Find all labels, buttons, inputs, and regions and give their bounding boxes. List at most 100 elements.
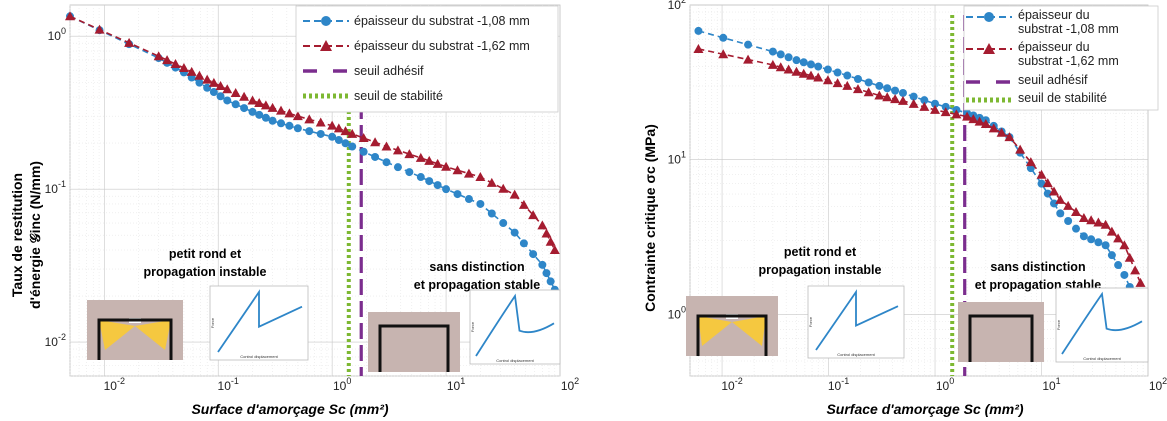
specimen-outline bbox=[696, 314, 768, 356]
data-point bbox=[920, 96, 929, 105]
data-point bbox=[968, 114, 979, 124]
data-point bbox=[718, 49, 729, 59]
data-point bbox=[216, 92, 225, 101]
legend-label: seuil de stabilité bbox=[354, 89, 443, 103]
specimen-thumbnail bbox=[368, 312, 460, 372]
data-point bbox=[930, 104, 941, 114]
data-point bbox=[528, 210, 539, 220]
data-point bbox=[546, 277, 555, 286]
data-point bbox=[743, 54, 754, 64]
data-point bbox=[1050, 199, 1059, 208]
annotation-text: propagation instable bbox=[759, 263, 882, 277]
data-point bbox=[1071, 206, 1082, 216]
data-point bbox=[153, 51, 164, 61]
y-tick-label: 100 bbox=[48, 26, 66, 43]
data-point bbox=[1078, 213, 1089, 223]
x-tick-label: 101 bbox=[447, 376, 465, 393]
data-point bbox=[195, 78, 204, 87]
data-point bbox=[874, 90, 885, 100]
disp-label: Control displacement bbox=[1083, 356, 1121, 361]
data-point bbox=[202, 74, 213, 84]
disp-label: Control displacement bbox=[837, 352, 875, 357]
crack-zone-left bbox=[99, 320, 135, 350]
data-point bbox=[268, 116, 277, 125]
data-point bbox=[405, 168, 414, 177]
y-tick-label: 100 bbox=[668, 304, 686, 321]
data-point bbox=[974, 116, 985, 126]
annotation-text: et propagation stable bbox=[414, 278, 540, 292]
data-point bbox=[694, 26, 703, 35]
data-point bbox=[798, 68, 809, 78]
specimen-outline bbox=[378, 324, 450, 372]
specimen-thumbnail bbox=[958, 302, 1044, 362]
data-point bbox=[1124, 252, 1135, 262]
data-point bbox=[178, 62, 189, 72]
data-point bbox=[814, 62, 823, 71]
legend-marker bbox=[984, 12, 994, 22]
x-tick-label: 10-1 bbox=[828, 376, 849, 393]
legend-label: épaisseur du substrat -1,62 mm bbox=[354, 39, 530, 53]
data-point bbox=[1107, 251, 1116, 260]
data-point bbox=[247, 95, 258, 105]
data-point bbox=[486, 177, 497, 187]
data-point bbox=[416, 173, 425, 182]
data-point bbox=[441, 161, 452, 171]
data-point bbox=[452, 165, 463, 175]
data-point bbox=[382, 158, 391, 167]
data-point bbox=[381, 141, 392, 151]
legend-marker bbox=[321, 16, 331, 26]
legend-label: épaisseur du substrat -1,08 mm bbox=[354, 14, 530, 28]
data-point bbox=[328, 132, 337, 141]
annotation-text: petit rond et bbox=[784, 245, 857, 259]
force-curve bbox=[1061, 291, 1143, 355]
data-point bbox=[65, 11, 75, 21]
data-point bbox=[393, 163, 402, 172]
data-point bbox=[509, 189, 520, 199]
data-point bbox=[775, 62, 786, 72]
data-point bbox=[315, 117, 326, 127]
chart1-xlabel: Surface d'amorçage Sc (mm²) bbox=[191, 401, 388, 417]
data-point bbox=[549, 245, 560, 255]
data-point bbox=[813, 72, 824, 82]
data-point bbox=[1015, 144, 1026, 154]
force-curve bbox=[815, 289, 899, 351]
data-point bbox=[962, 111, 973, 121]
data-point bbox=[425, 177, 434, 186]
data-point bbox=[223, 96, 232, 105]
legend-label: seuil adhésif bbox=[1018, 73, 1088, 87]
data-point bbox=[487, 209, 496, 218]
x-tick-label: 100 bbox=[333, 376, 351, 393]
data-point bbox=[203, 83, 212, 92]
data-point bbox=[908, 98, 919, 108]
legend-chart1: épaisseur du substrat -1,08 mm épaisseur … bbox=[295, 5, 559, 113]
legend-label: substrat -1,08 mm bbox=[1018, 22, 1119, 36]
x-tick-label: 102 bbox=[561, 376, 579, 393]
crack-zone-right bbox=[135, 320, 171, 350]
data-point bbox=[1063, 200, 1074, 210]
data-point bbox=[1114, 261, 1123, 270]
data-point bbox=[208, 77, 219, 87]
data-point bbox=[768, 47, 777, 56]
legend-label: substrat -1,62 mm bbox=[1018, 54, 1119, 68]
x-tick-label: 10-1 bbox=[218, 376, 239, 393]
data-point bbox=[194, 70, 205, 80]
data-point bbox=[162, 55, 173, 65]
chart1-ylabel-line2: d'énergie 𝒢inc (N/mm) bbox=[27, 161, 43, 309]
specimen-outline bbox=[97, 318, 173, 360]
force-curve bbox=[475, 293, 555, 357]
data-point bbox=[1113, 233, 1124, 243]
data-point bbox=[538, 260, 547, 269]
data-point bbox=[537, 220, 548, 230]
data-point bbox=[767, 59, 778, 69]
data-point bbox=[277, 119, 286, 128]
x-tick-label: 100 bbox=[936, 376, 954, 393]
data-point bbox=[358, 133, 369, 143]
data-point bbox=[882, 92, 893, 102]
data-point bbox=[463, 168, 474, 178]
data-point bbox=[1064, 217, 1073, 226]
data-point bbox=[334, 136, 343, 145]
data-point bbox=[124, 37, 135, 47]
data-point bbox=[340, 126, 351, 136]
data-point bbox=[333, 123, 344, 133]
data-point bbox=[951, 109, 962, 119]
